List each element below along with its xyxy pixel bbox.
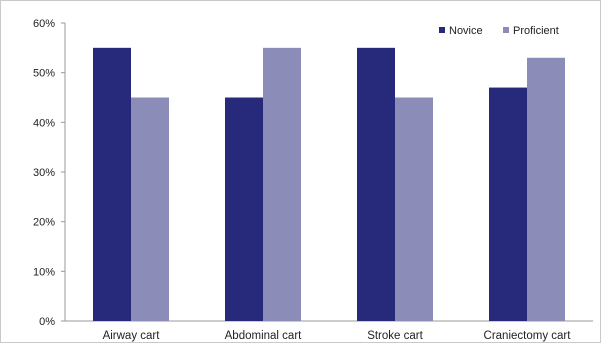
- legend-swatch-novice: [439, 27, 445, 33]
- y-tick-label: 40%: [33, 117, 55, 129]
- legend: Novice Proficient: [439, 25, 559, 37]
- bar-novice-4: [489, 87, 527, 321]
- x-category-label: Abdominal cart: [225, 330, 303, 342]
- legend-label-proficient: Proficient: [513, 25, 559, 37]
- x-axis-labels: Airway cart Abdominal cart Stroke cart Cran…: [103, 330, 572, 342]
- bar-proficient-2: [263, 47, 301, 321]
- bar-novice-2: [225, 97, 263, 321]
- y-tick-label: 20%: [33, 217, 55, 229]
- y-tick-label: 0%: [39, 316, 55, 328]
- x-category-label: Craniectomy cart: [484, 330, 572, 342]
- x-category-label: Airway cart: [103, 330, 161, 342]
- bar-novice-1: [93, 47, 131, 321]
- y-tick-label: 60%: [33, 18, 55, 30]
- x-category-label: Stroke cart: [367, 330, 423, 342]
- bar-proficient-4: [527, 57, 565, 322]
- bar-proficient-3: [395, 97, 433, 321]
- bar-novice-3: [357, 47, 395, 321]
- y-tick-label: 50%: [33, 68, 55, 80]
- bar-proficient-1: [131, 97, 169, 321]
- y-tick-label: 10%: [33, 266, 55, 278]
- y-axis-ticks: 0% 10% 20% 30% 40% 50% 60%: [33, 18, 65, 328]
- y-tick-label: 30%: [33, 167, 55, 179]
- legend-label-novice: Novice: [449, 25, 483, 37]
- bars: [93, 47, 565, 322]
- legend-swatch-proficient: [503, 27, 509, 33]
